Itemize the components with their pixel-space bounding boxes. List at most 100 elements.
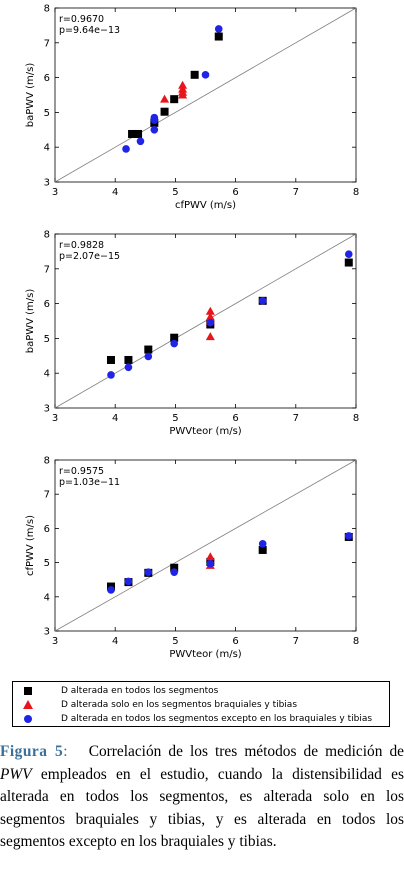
y-tick-label: 7 [44,264,50,275]
y-tick-label: 4 [44,369,50,380]
identity-line [54,7,357,183]
data-point-circle [201,71,210,79]
x-tick-label: 8 [353,187,359,198]
data-point-square [170,95,179,104]
chart-panel-3: 3 4 5 6 7 8 3 4 5 6 7 8 PWVteor (m/s) cfPWV (m/s) r=0.… [25,456,359,661]
legend-circle-marker-icon [24,715,32,723]
y-tick-label: 3 [44,404,50,415]
y-axis-label: baPWV (m/s) [25,63,36,128]
stat-annotation: p=2.07e−15 [59,251,120,262]
y-tick-label: 6 [44,299,50,310]
stat-annotation: p=1.03e−11 [59,477,120,488]
caption-label: Figura 5 [0,743,64,760]
stat-annotation: r=0.9575 [59,466,104,477]
y-tick-label: 4 [44,592,50,603]
y-tick-label: 8 [44,4,50,15]
data-point-circle [144,352,153,361]
y-tick-label: 7 [44,38,50,49]
data-point-circle [344,532,353,540]
data-point-square [134,129,143,138]
y-tick-label: 8 [44,456,50,467]
data-point-circle [206,559,215,568]
data-point-circle [122,145,130,153]
x-tick-label: 4 [112,636,118,647]
legend-label: D alterada en todos los segmentos [61,686,219,696]
data-point-square [106,355,115,364]
data-point-circle [150,113,159,122]
y-axis-label: baPWV (m/s) [25,289,36,354]
data-point-circle [344,250,353,258]
data-point-circle [206,318,215,327]
legend-triangle-marker-icon [23,700,33,709]
x-tick-label: 7 [293,636,299,647]
x-tick-label: 7 [293,187,299,198]
data-point-triangle [160,94,170,103]
x-tick-label: 3 [52,413,58,424]
x-tick-label: 5 [172,636,178,647]
data-point-triangle [205,312,215,321]
identity-line [54,459,357,632]
data-point-square [170,333,179,342]
y-tick-label: 6 [44,73,50,84]
data-point-circle [150,126,159,134]
charts-area: 3 4 5 6 7 8 3 4 5 6 7 8 cfPWV (m/s) baPWV (m/s) r=0.96… [25,4,359,661]
legend: D alterada en todos los segmentos D alte… [12,681,390,727]
data-point-circle [124,363,133,372]
y-tick-label: 6 [44,524,50,535]
y-tick-label: 7 [44,490,50,501]
x-tick-label: 3 [52,187,58,198]
x-axis-label: PWVteor (m/s) [169,426,241,437]
y-tick-label: 8 [44,230,50,241]
data-point-triangle [205,306,215,315]
data-point-triangle [178,80,188,89]
caption-italic: PWV [0,765,32,783]
data-point-square [214,32,223,41]
data-point-square [160,107,169,116]
data-point-square [258,545,267,554]
y-tick-label: 5 [44,334,50,345]
data-point-circle [258,539,267,548]
data-point-triangle [205,332,215,341]
caption-text-after: empleados en el estudio, cuando la diste… [0,765,404,851]
x-tick-label: 4 [112,187,118,198]
stat-annotation: r=0.9828 [59,240,104,251]
x-tick-label: 5 [172,187,178,198]
data-point-circle [214,25,223,33]
x-tick-label: 8 [353,636,359,647]
stat-annotation: p=9.64e−13 [59,25,120,36]
x-tick-label: 6 [232,187,238,198]
data-point-circle [170,568,178,576]
x-tick-label: 6 [232,636,238,647]
y-tick-label: 5 [44,558,50,569]
data-point-square [170,563,179,572]
x-tick-label: 7 [293,413,299,424]
data-point-triangle [205,552,215,561]
data-point-circle [258,297,267,305]
caption-colon: : [63,743,68,760]
data-point-square [128,129,137,138]
data-point-circle [144,568,153,576]
legend-square-marker-icon [24,687,32,695]
figure-caption: Figura 5: Correlación de los tres método… [0,741,404,854]
data-point-square [190,70,199,79]
y-tick-label: 5 [44,108,50,119]
data-point-square [124,355,133,364]
chart-panel-1: 3 4 5 6 7 8 3 4 5 6 7 8 cfPWV (m/s) baPWV (m/s) r=0.96… [25,4,359,212]
y-tick-label: 3 [44,627,50,638]
y-tick-label: 3 [44,178,50,189]
legend-label: D alterada solo en los segmentos braquia… [61,700,298,710]
x-axis-label: PWVteor (m/s) [169,649,241,660]
legend-label: D alterada en todos los segmentos except… [61,714,373,724]
caption-text-before: Correlación de los tres métodos de medic… [88,743,404,760]
data-point-circle [107,586,115,594]
x-tick-label: 3 [52,636,58,647]
x-tick-label: 4 [112,413,118,424]
data-point-circle [170,339,178,348]
x-axis-label: cfPWV (m/s) [175,200,236,211]
stat-annotation: r=0.9670 [59,14,104,25]
chart-panel-2: 3 4 5 6 7 8 3 4 5 6 7 8 PWVteor (m/s) baPWV (m/s) r=0.… [25,230,359,438]
x-tick-label: 6 [232,413,238,424]
y-tick-label: 4 [44,143,50,154]
x-tick-label: 5 [172,413,178,424]
y-axis-label: cfPWV (m/s) [25,515,36,576]
